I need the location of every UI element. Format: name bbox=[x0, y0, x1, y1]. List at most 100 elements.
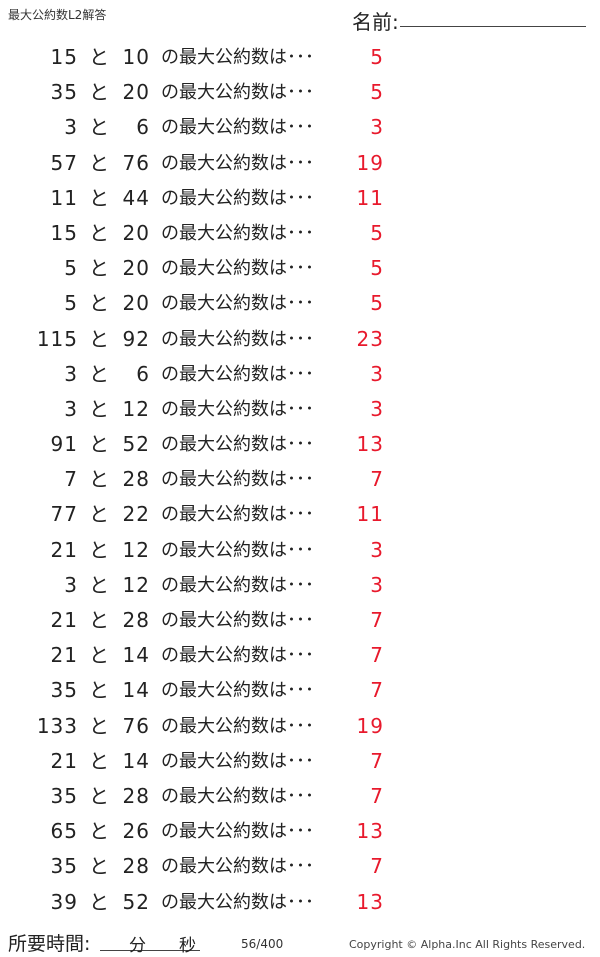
answer: 7 bbox=[370, 748, 384, 773]
second-number: 76 bbox=[122, 713, 150, 738]
connector: と bbox=[89, 467, 109, 492]
second-number: 44 bbox=[122, 185, 150, 210]
connector: と bbox=[89, 80, 109, 105]
question-text: の最大公約数は･･･ bbox=[161, 222, 314, 244]
problem-row: 35 と 20 の最大公約数は･･･ 5 bbox=[0, 75, 600, 110]
first-number: 5 bbox=[64, 256, 78, 281]
connector: と bbox=[89, 326, 109, 351]
question-text: の最大公約数は･･･ bbox=[161, 47, 314, 68]
connector: と bbox=[89, 608, 109, 632]
problem-row: 5 と 20 の最大公約数は･･･ 5 bbox=[0, 286, 600, 321]
problem-row: 65 と 26 の最大公約数は･･･ 13 bbox=[0, 814, 600, 849]
answer: 3 bbox=[370, 572, 384, 597]
second-number: 26 bbox=[122, 819, 150, 844]
first-number: 3 bbox=[64, 361, 78, 386]
connector: と bbox=[89, 783, 109, 808]
answer: 3 bbox=[370, 361, 384, 386]
first-number: 15 bbox=[50, 45, 78, 69]
problem-row: 3 と 12 の最大公約数は･･･ 3 bbox=[0, 568, 600, 603]
question-text: の最大公約数は･･･ bbox=[161, 258, 314, 280]
second-number: 14 bbox=[122, 748, 150, 773]
question-text: の最大公約数は･･･ bbox=[161, 504, 314, 526]
problem-row: 77 と 22 の最大公約数は･･･ 11 bbox=[0, 497, 600, 532]
answer: 11 bbox=[356, 185, 384, 210]
answer: 23 bbox=[356, 326, 384, 351]
first-number: 35 bbox=[50, 783, 78, 808]
first-number: 35 bbox=[50, 854, 78, 879]
answer: 13 bbox=[356, 432, 384, 457]
second-number: 12 bbox=[122, 537, 150, 562]
problem-row: 5 と 20 の最大公約数は･･･ 5 bbox=[0, 251, 600, 286]
problem-row: 21 と 14 の最大公約数は･･･ 7 bbox=[0, 744, 600, 779]
connector: と bbox=[89, 678, 109, 703]
answer: 3 bbox=[370, 396, 384, 421]
answer: 3 bbox=[370, 537, 384, 562]
answer: 13 bbox=[356, 819, 384, 844]
problem-list: 15 と 10 の最大公約数は･･･ 5 35 と 20 の最大公約数は･･･ 5 3 と 6 の最大公約… bbox=[0, 40, 600, 920]
question-text: の最大公約数は･･･ bbox=[161, 328, 314, 350]
first-number: 15 bbox=[50, 220, 78, 245]
answer: 5 bbox=[370, 220, 384, 245]
first-number: 115 bbox=[36, 326, 78, 351]
first-number: 35 bbox=[50, 678, 78, 703]
connector: と bbox=[89, 150, 109, 175]
connector: と bbox=[89, 819, 109, 844]
question-text: の最大公約数は･･･ bbox=[161, 117, 314, 139]
time-field-line[interactable] bbox=[100, 950, 200, 951]
second-number: 20 bbox=[122, 256, 150, 281]
worksheet-title: 最大公約数L2解答 bbox=[8, 8, 107, 22]
question-text: の最大公約数は･･･ bbox=[161, 363, 314, 385]
question-text: の最大公約数は･･･ bbox=[161, 539, 314, 561]
problem-row: 39 と 52 の最大公約数は･･･ 13 bbox=[0, 885, 600, 920]
answer: 7 bbox=[370, 643, 384, 668]
problem-row: 35 と 28 の最大公約数は･･･ 7 bbox=[0, 779, 600, 814]
answer: 5 bbox=[370, 45, 384, 69]
seconds-label: 秒 bbox=[179, 936, 196, 956]
connector: と bbox=[89, 291, 109, 316]
question-text: の最大公約数は･･･ bbox=[161, 434, 314, 456]
question-text: の最大公約数は･･･ bbox=[161, 469, 314, 491]
name-field-line[interactable] bbox=[400, 26, 586, 27]
answer: 11 bbox=[356, 502, 384, 527]
second-number: 76 bbox=[122, 150, 150, 175]
answer: 19 bbox=[356, 713, 384, 738]
second-number: 28 bbox=[122, 783, 150, 808]
first-number: 11 bbox=[50, 185, 78, 210]
second-number: 28 bbox=[122, 608, 150, 632]
question-text: の最大公約数は･･･ bbox=[161, 398, 314, 420]
connector: と bbox=[89, 396, 109, 421]
second-number: 28 bbox=[122, 854, 150, 879]
question-text: の最大公約数は･･･ bbox=[161, 574, 314, 596]
problem-row: 3 と 6 の最大公約数は･･･ 3 bbox=[0, 357, 600, 392]
question-text: の最大公約数は･･･ bbox=[161, 821, 314, 843]
name-label: 名前: bbox=[352, 10, 399, 34]
question-text: の最大公約数は･･･ bbox=[161, 715, 314, 737]
first-number: 77 bbox=[50, 502, 78, 527]
first-number: 91 bbox=[50, 432, 78, 457]
second-number: 6 bbox=[136, 361, 150, 386]
second-number: 52 bbox=[122, 432, 150, 457]
problem-row: 11 と 44 の最大公約数は･･･ 11 bbox=[0, 181, 600, 216]
second-number: 92 bbox=[122, 326, 150, 351]
answer: 7 bbox=[370, 608, 384, 632]
question-text: の最大公約数は･･･ bbox=[161, 610, 314, 631]
connector: と bbox=[89, 889, 109, 914]
second-number: 28 bbox=[122, 467, 150, 492]
first-number: 57 bbox=[50, 150, 78, 175]
first-number: 3 bbox=[64, 572, 78, 597]
page-number: 56/400 bbox=[241, 937, 284, 951]
first-number: 35 bbox=[50, 80, 78, 105]
question-text: の最大公約数は･･･ bbox=[161, 750, 314, 772]
problem-row: 3 と 6 の最大公約数は･･･ 3 bbox=[0, 110, 600, 145]
copyright: Copyright © Alpha.Inc All Rights Reserve… bbox=[349, 938, 586, 951]
second-number: 20 bbox=[122, 291, 150, 316]
minutes-label: 分 bbox=[129, 936, 146, 956]
connector: と bbox=[89, 854, 109, 879]
question-text: の最大公約数は･･･ bbox=[161, 680, 314, 702]
problem-row: 35 と 14 の最大公約数は･･･ 7 bbox=[0, 673, 600, 708]
second-number: 12 bbox=[122, 396, 150, 421]
answer: 7 bbox=[370, 678, 384, 703]
first-number: 3 bbox=[64, 396, 78, 421]
answer: 7 bbox=[370, 854, 384, 879]
second-number: 10 bbox=[122, 45, 150, 69]
